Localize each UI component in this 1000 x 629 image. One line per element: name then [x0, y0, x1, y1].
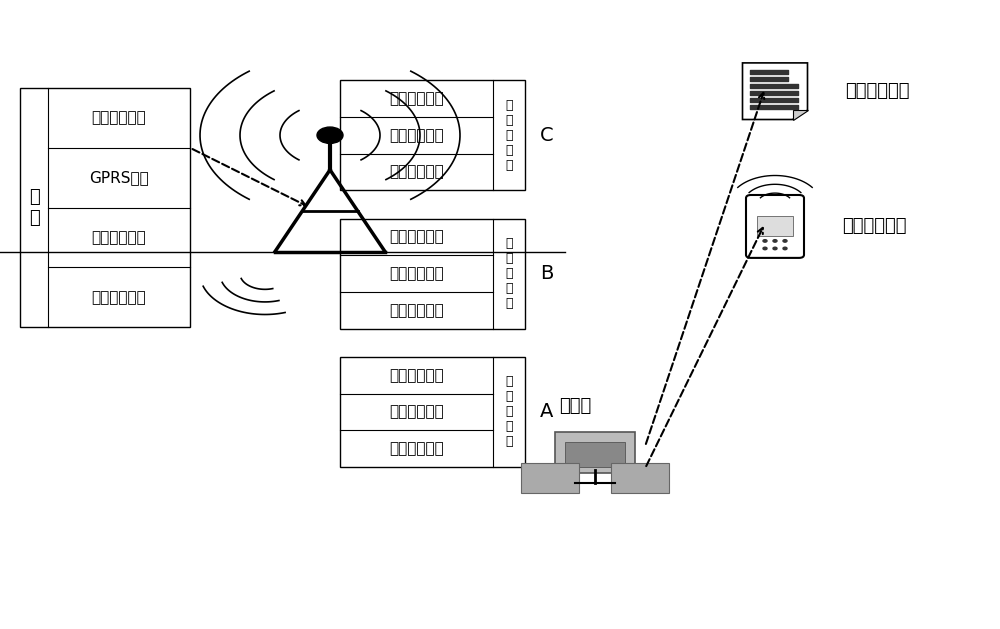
FancyBboxPatch shape	[521, 463, 579, 493]
Text: 无线通讯模块: 无线通讯模块	[389, 230, 444, 245]
Text: 洸
水
传
感
器: 洸 水 传 感 器	[505, 237, 513, 310]
Text: 电压监测模块: 电压监测模块	[389, 441, 444, 456]
Text: 洸水检测模块: 洸水检测模块	[389, 404, 444, 420]
Text: 数据处理模块: 数据处理模块	[92, 230, 146, 245]
Text: 电压监测模块: 电压监测模块	[389, 303, 444, 318]
Text: 洸
水
传
感
器: 洸 水 传 感 器	[505, 99, 513, 172]
FancyBboxPatch shape	[746, 195, 804, 258]
FancyBboxPatch shape	[340, 80, 525, 190]
FancyBboxPatch shape	[20, 88, 190, 327]
Text: 手机用户报警: 手机用户报警	[842, 218, 906, 235]
Text: 洸水检测模块: 洸水检测模块	[389, 128, 444, 143]
Text: 无线通讯模块: 无线通讯模块	[389, 368, 444, 383]
Text: 电压监测模块: 电压监测模块	[389, 164, 444, 179]
FancyBboxPatch shape	[757, 216, 793, 236]
Circle shape	[763, 247, 767, 250]
Text: 无线通讯模块: 无线通讯模块	[92, 290, 146, 304]
Polygon shape	[792, 110, 808, 120]
Circle shape	[317, 127, 343, 143]
Text: A: A	[540, 403, 554, 421]
Text: C: C	[540, 126, 554, 145]
FancyBboxPatch shape	[340, 357, 525, 467]
FancyBboxPatch shape	[565, 442, 625, 467]
Circle shape	[783, 247, 787, 250]
Text: 保险公司备案: 保险公司备案	[845, 82, 910, 100]
Text: 主
机: 主 机	[29, 188, 39, 227]
Text: 无线通讯模块: 无线通讯模块	[389, 91, 444, 106]
FancyBboxPatch shape	[340, 219, 525, 328]
Text: 电压监测模块: 电压监测模块	[92, 111, 146, 125]
Polygon shape	[742, 63, 808, 120]
Text: 服务器: 服务器	[559, 397, 591, 415]
Text: B: B	[540, 264, 554, 283]
Circle shape	[773, 247, 777, 250]
FancyBboxPatch shape	[555, 433, 635, 473]
Circle shape	[763, 240, 767, 242]
Text: 洸水检测模块: 洸水检测模块	[389, 266, 444, 281]
Circle shape	[773, 240, 777, 242]
Circle shape	[783, 240, 787, 242]
Text: 洸
水
传
感
器: 洸 水 传 感 器	[505, 376, 513, 448]
FancyBboxPatch shape	[611, 463, 669, 493]
Text: GPRS模块: GPRS模块	[89, 170, 149, 185]
